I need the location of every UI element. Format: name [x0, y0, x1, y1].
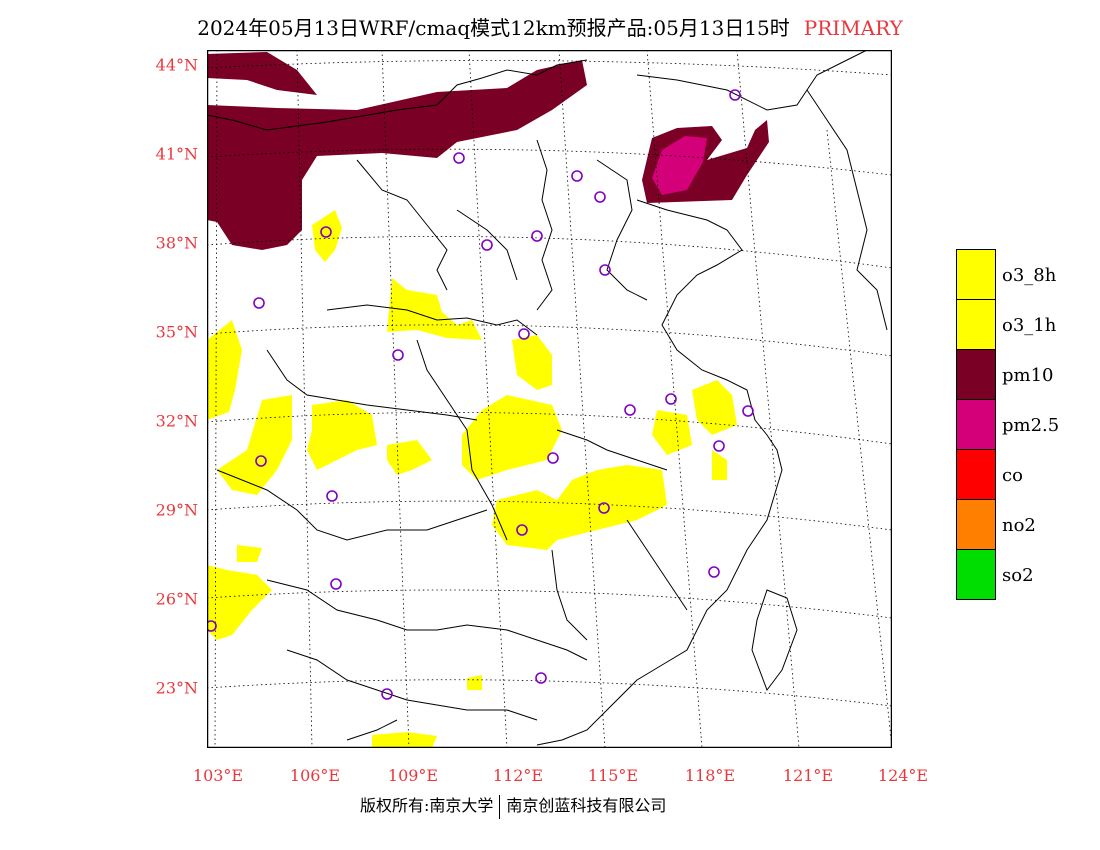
- legend-swatch: [956, 399, 996, 450]
- station-marker: [547, 452, 559, 464]
- station-marker: [594, 191, 606, 203]
- footer-left: 版权所有:南京大学: [360, 796, 494, 815]
- legend-swatch: [956, 299, 996, 350]
- station-marker: [729, 89, 741, 101]
- map-border: [207, 50, 892, 748]
- station-marker: [708, 566, 720, 578]
- legend-label: o3_1h: [1002, 315, 1057, 336]
- lat-label: 35°N: [155, 322, 198, 342]
- legend-label: co: [1002, 465, 1023, 486]
- station-marker: [713, 440, 725, 452]
- title-main: 2024年05月13日WRF/cmaq模式12km预报产品:05月13日15时: [197, 16, 790, 40]
- legend-swatch: [956, 499, 996, 550]
- lat-label: 38°N: [155, 233, 198, 253]
- legend-label: o3_8h: [1002, 265, 1057, 286]
- footer-right: 南京创蓝科技有限公司: [506, 796, 667, 815]
- lat-label: 44°N: [155, 55, 198, 75]
- legend-label: so2: [1002, 565, 1034, 586]
- pm10-region: [207, 52, 587, 250]
- legend-swatch: [956, 249, 996, 300]
- legend-label: pm10: [1002, 365, 1054, 386]
- o3-region: [207, 210, 737, 748]
- station-marker: [531, 230, 543, 242]
- lon-label: 109°E: [387, 766, 439, 785]
- station-marker: [381, 688, 393, 700]
- footer-divider: [499, 794, 501, 819]
- station-markers: [207, 89, 754, 700]
- station-marker: [742, 405, 754, 417]
- station-marker: [535, 672, 547, 684]
- station-marker: [599, 264, 611, 276]
- station-marker: [253, 297, 265, 309]
- station-marker: [518, 328, 530, 340]
- station-marker: [255, 455, 267, 467]
- lon-label: 124°E: [877, 766, 929, 785]
- legend-swatch: [956, 449, 996, 500]
- station-marker: [392, 349, 404, 361]
- copyright-footer: 版权所有:南京大学 南京创蓝科技有限公司: [360, 792, 666, 819]
- station-marker: [320, 226, 332, 238]
- lat-label: 41°N: [155, 144, 198, 164]
- map-title: 2024年05月13日WRF/cmaq模式12km预报产品:05月13日15时 P…: [0, 12, 1100, 41]
- lat-label: 26°N: [155, 589, 198, 609]
- lat-label: 32°N: [155, 411, 198, 431]
- pm-hotspot: [642, 120, 769, 203]
- graticule: [207, 50, 892, 748]
- station-marker: [571, 170, 583, 182]
- station-marker: [330, 578, 342, 590]
- station-marker: [516, 524, 528, 536]
- station-marker: [207, 620, 217, 632]
- lat-label: 23°N: [155, 678, 198, 698]
- lon-label: 112°E: [492, 766, 544, 785]
- station-marker: [453, 152, 465, 164]
- title-tag: PRIMARY: [803, 16, 903, 40]
- station-marker: [665, 393, 677, 405]
- legend-swatch: [956, 549, 996, 600]
- lat-label: 29°N: [155, 500, 198, 520]
- legend-label: pm2.5: [1002, 415, 1060, 436]
- boundaries: [207, 50, 888, 746]
- lon-label: 121°E: [782, 766, 834, 785]
- forecast-map: [207, 50, 892, 748]
- station-marker: [481, 239, 493, 251]
- station-marker: [598, 502, 610, 514]
- station-marker: [326, 490, 338, 502]
- lon-label: 118°E: [684, 766, 736, 785]
- lon-label: 106°E: [289, 766, 341, 785]
- legend-label: no2: [1002, 515, 1036, 536]
- station-marker: [624, 404, 636, 416]
- legend-swatch: [956, 349, 996, 400]
- lon-label: 103°E: [192, 766, 244, 785]
- lon-label: 115°E: [587, 766, 639, 785]
